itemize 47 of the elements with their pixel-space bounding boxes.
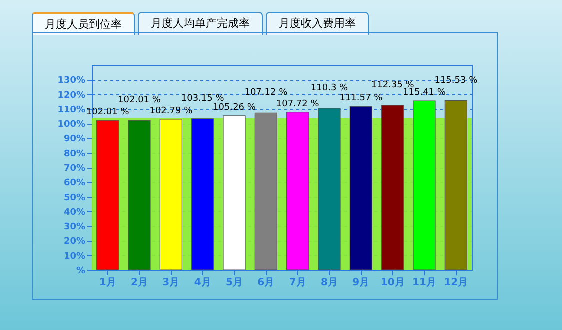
x-tick-label: 7月 <box>289 278 306 288</box>
bar <box>444 100 468 270</box>
y-tick-label: 130% <box>58 76 86 86</box>
bar <box>192 118 214 270</box>
data-label: 111.57 % <box>340 94 384 104</box>
x-tick-label: 4月 <box>194 278 212 288</box>
x-tick-label: 5月 <box>226 278 243 288</box>
y-tick-label: 110% <box>58 105 86 116</box>
y-tick-label: 120% <box>58 90 86 101</box>
x-tick-label: 1月 <box>99 278 116 288</box>
y-tick-label: 70% <box>64 164 86 174</box>
y-tick-label: 50% <box>64 193 86 204</box>
bar <box>286 112 310 270</box>
data-label: 103.15 % <box>181 94 225 104</box>
y-tick-label: 100% <box>58 120 86 130</box>
x-tick-label: 10月 <box>380 278 405 288</box>
bar <box>223 116 246 270</box>
y-tick-label: 20% <box>64 237 86 248</box>
x-tick-label: 11月 <box>412 278 436 288</box>
x-tick-label: 6月 <box>258 278 275 288</box>
y-tick-label: % <box>76 266 86 276</box>
data-label: 110.3 % <box>310 83 349 94</box>
y-tick-label: 30% <box>64 222 86 233</box>
bar <box>160 119 182 270</box>
bar <box>96 120 120 270</box>
bar <box>254 112 278 270</box>
data-label: 107.72 % <box>276 99 320 110</box>
y-tick-label: 90% <box>64 134 86 145</box>
data-label: 105.26 % <box>213 102 256 113</box>
y-tick-label: 60% <box>64 178 86 189</box>
x-tick-label: 12月 <box>444 278 468 288</box>
bar <box>382 105 404 270</box>
bar <box>318 108 341 270</box>
text: 月度人员到位率 <box>32 12 135 35</box>
x-tick-label: 3月 <box>162 278 180 288</box>
data-label: 102.79 % <box>150 106 194 116</box>
x-tick-label: 9月 <box>352 278 370 288</box>
y-tick-label: 40% <box>64 208 86 218</box>
bar <box>413 100 436 270</box>
bar <box>350 106 372 270</box>
x-tick-label: 2月 <box>131 278 148 288</box>
x-tick-label: 8月 <box>321 278 338 288</box>
data-label: 115.41 % <box>403 88 446 98</box>
data-label: 102.01 % <box>118 96 162 106</box>
y-tick-label: 80% <box>64 149 86 160</box>
y-tick-label: 10% <box>64 252 86 262</box>
bar <box>128 120 151 270</box>
